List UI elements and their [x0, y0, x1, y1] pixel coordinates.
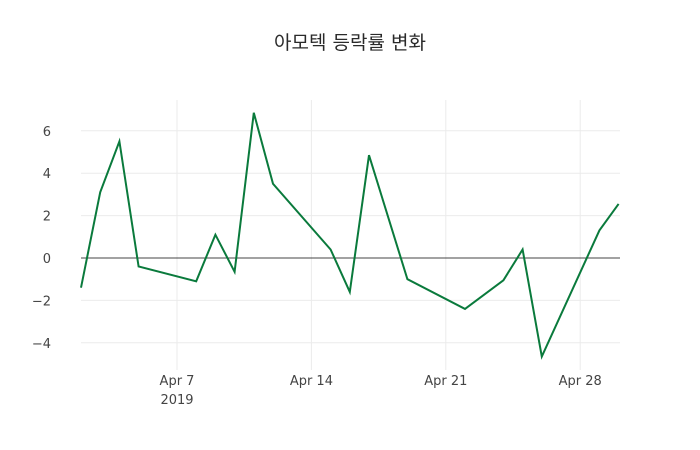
x-tick-label: 2019	[160, 393, 193, 408]
chart-title: 아모텍 등락률 변화	[274, 32, 426, 54]
y-tick-label: 2	[43, 210, 51, 225]
x-tick-label: Apr 7	[160, 374, 195, 389]
y-tick-label: −2	[32, 294, 51, 309]
x-tick-label: Apr 21	[424, 374, 467, 389]
x-tick-label: Apr 14	[290, 374, 333, 389]
series-line[interactable]	[80, 112, 620, 360]
x-tick-label: Apr 28	[559, 374, 602, 389]
y-tick-label: 6	[43, 125, 51, 140]
y-tick-label: −4	[32, 337, 51, 352]
y-tick-label: 0	[43, 252, 51, 267]
y-tick-label: 4	[43, 167, 51, 182]
